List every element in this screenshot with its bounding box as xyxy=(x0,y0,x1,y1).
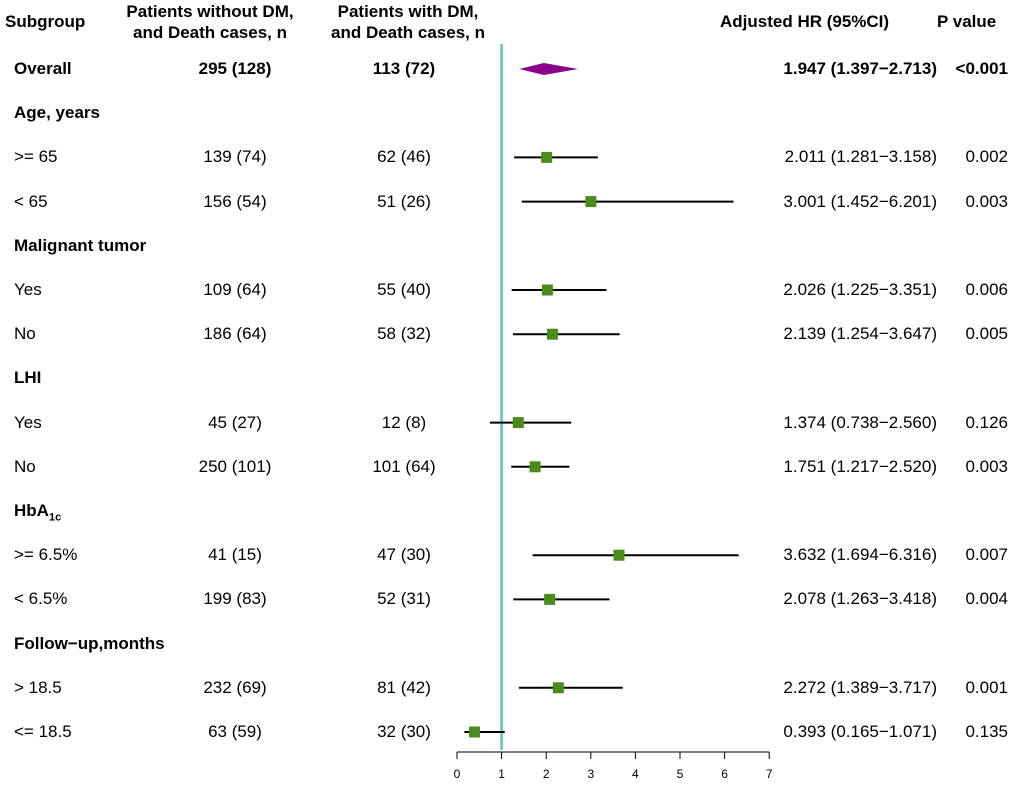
p-value: <0.001 xyxy=(955,59,1008,78)
without-dm-count: 63 (59) xyxy=(208,722,262,741)
hr-square xyxy=(585,196,597,208)
row-label: < 6.5% xyxy=(14,589,68,609)
row-label: >= 65 xyxy=(14,147,58,167)
p-value: 0.003 xyxy=(965,456,1008,476)
without-dm-count: 250 (101) xyxy=(198,456,272,476)
x-tick-label: 4 xyxy=(632,767,639,781)
p-value: 0.007 xyxy=(965,545,1008,565)
row-label: Yes xyxy=(14,412,42,432)
x-tick-label: 2 xyxy=(543,767,550,781)
hr-square xyxy=(541,151,553,163)
with-dm-count: 32 (30) xyxy=(377,722,431,741)
header-with-dm-line1: Patients with DM, xyxy=(337,2,479,21)
without-dm-count: 41 (15) xyxy=(208,545,262,565)
row-label: No xyxy=(14,456,36,476)
x-tick-label: 6 xyxy=(721,767,728,781)
row-label: Overall xyxy=(14,59,72,78)
hr-square xyxy=(613,549,625,561)
row-label: >= 6.5% xyxy=(14,545,78,565)
header-without-dm: Patients without DM, and Death cases, n xyxy=(126,1,293,43)
x-tick-label: 3 xyxy=(587,767,594,781)
p-value: 0.135 xyxy=(965,722,1008,741)
row-label: > 18.5 xyxy=(14,677,62,697)
x-tick-label: 1 xyxy=(498,767,505,781)
hr-square xyxy=(512,417,524,429)
hr-ci-text: 1.751 (1.217−2.520) xyxy=(783,456,937,476)
row-label: <= 18.5 xyxy=(14,722,72,741)
without-dm-count: 109 (64) xyxy=(203,280,267,299)
header-with-dm: Patients with DM, and Death cases, n xyxy=(331,1,485,43)
hr-ci-text: 1.374 (0.738−2.560) xyxy=(783,412,937,432)
hr-ci-text: 3.001 (1.452−6.201) xyxy=(783,191,937,211)
with-dm-count: 81 (42) xyxy=(377,677,431,697)
with-dm-count: 58 (32) xyxy=(377,324,431,344)
group-label: Age, years xyxy=(14,103,100,123)
x-tick-label: 7 xyxy=(766,767,773,781)
row-label: < 65 xyxy=(14,191,48,211)
header-hr: Adjusted HR (95%CI) xyxy=(720,12,890,31)
p-value: 0.126 xyxy=(965,412,1008,432)
hr-square xyxy=(544,593,556,605)
with-dm-count: 52 (31) xyxy=(377,589,431,609)
without-dm-count: 199 (83) xyxy=(203,589,267,609)
group-label: HbA1c xyxy=(14,501,62,524)
with-dm-count: 51 (26) xyxy=(377,191,431,211)
with-dm-count: 47 (30) xyxy=(377,545,431,565)
p-value: 0.005 xyxy=(965,324,1008,344)
x-tick-label: 0 xyxy=(454,767,461,781)
overall-diamond xyxy=(519,63,578,75)
header-subgroup: Subgroup xyxy=(5,12,86,31)
hr-ci-text: 2.011 (1.281−3.158) xyxy=(784,147,937,167)
group-label: Malignant tumor xyxy=(14,235,147,255)
hr-square xyxy=(546,328,558,340)
without-dm-count: 45 (27) xyxy=(208,412,262,432)
p-value: 0.002 xyxy=(965,147,1008,167)
without-dm-count: 156 (54) xyxy=(203,191,267,211)
header-without-dm-line2: and Death cases, n xyxy=(132,23,288,42)
row-label: No xyxy=(14,324,36,344)
without-dm-count: 139 (74) xyxy=(203,147,267,167)
hr-ci-text: 2.139 (1.254−3.647) xyxy=(783,324,937,344)
x-tick-label: 5 xyxy=(677,767,684,781)
hr-square xyxy=(469,726,481,738)
group-label: LHI xyxy=(14,368,42,388)
group-label-subscript: 1c xyxy=(48,511,62,524)
p-value: 0.004 xyxy=(965,589,1008,609)
with-dm-count: 12 (8) xyxy=(381,412,427,432)
with-dm-count: 113 (72) xyxy=(372,59,436,78)
p-value: 0.006 xyxy=(965,280,1008,299)
hr-ci-text: 1.947 (1.397−2.713) xyxy=(783,59,937,78)
hr-ci-text: 0.393 (0.165−1.071) xyxy=(783,722,937,741)
hr-square xyxy=(552,682,564,694)
header-with-dm-line2: and Death cases, n xyxy=(330,23,486,42)
p-value: 0.001 xyxy=(965,677,1008,697)
header-without-dm-line1: Patients without DM, xyxy=(126,2,294,21)
without-dm-count: 295 (128) xyxy=(198,59,272,78)
without-dm-count: 232 (69) xyxy=(203,677,267,697)
hr-ci-text: 2.272 (1.389−3.717) xyxy=(783,677,937,697)
with-dm-count: 55 (40) xyxy=(377,280,431,299)
with-dm-count: 101 (64) xyxy=(372,456,436,476)
without-dm-count: 186 (64) xyxy=(203,324,267,344)
hr-square xyxy=(529,461,541,473)
hr-ci-text: 3.632 (1.694−6.316) xyxy=(783,545,937,565)
hr-ci-text: 2.078 (1.263−3.418) xyxy=(783,589,937,609)
hr-square xyxy=(541,284,553,296)
row-label: Yes xyxy=(14,280,42,299)
with-dm-count: 62 (46) xyxy=(377,147,431,167)
hr-ci-text: 2.026 (1.225−3.351) xyxy=(783,280,937,299)
header-p-value: P value xyxy=(937,12,997,31)
group-label: Follow−up,months xyxy=(14,633,165,653)
p-value: 0.003 xyxy=(965,191,1008,211)
